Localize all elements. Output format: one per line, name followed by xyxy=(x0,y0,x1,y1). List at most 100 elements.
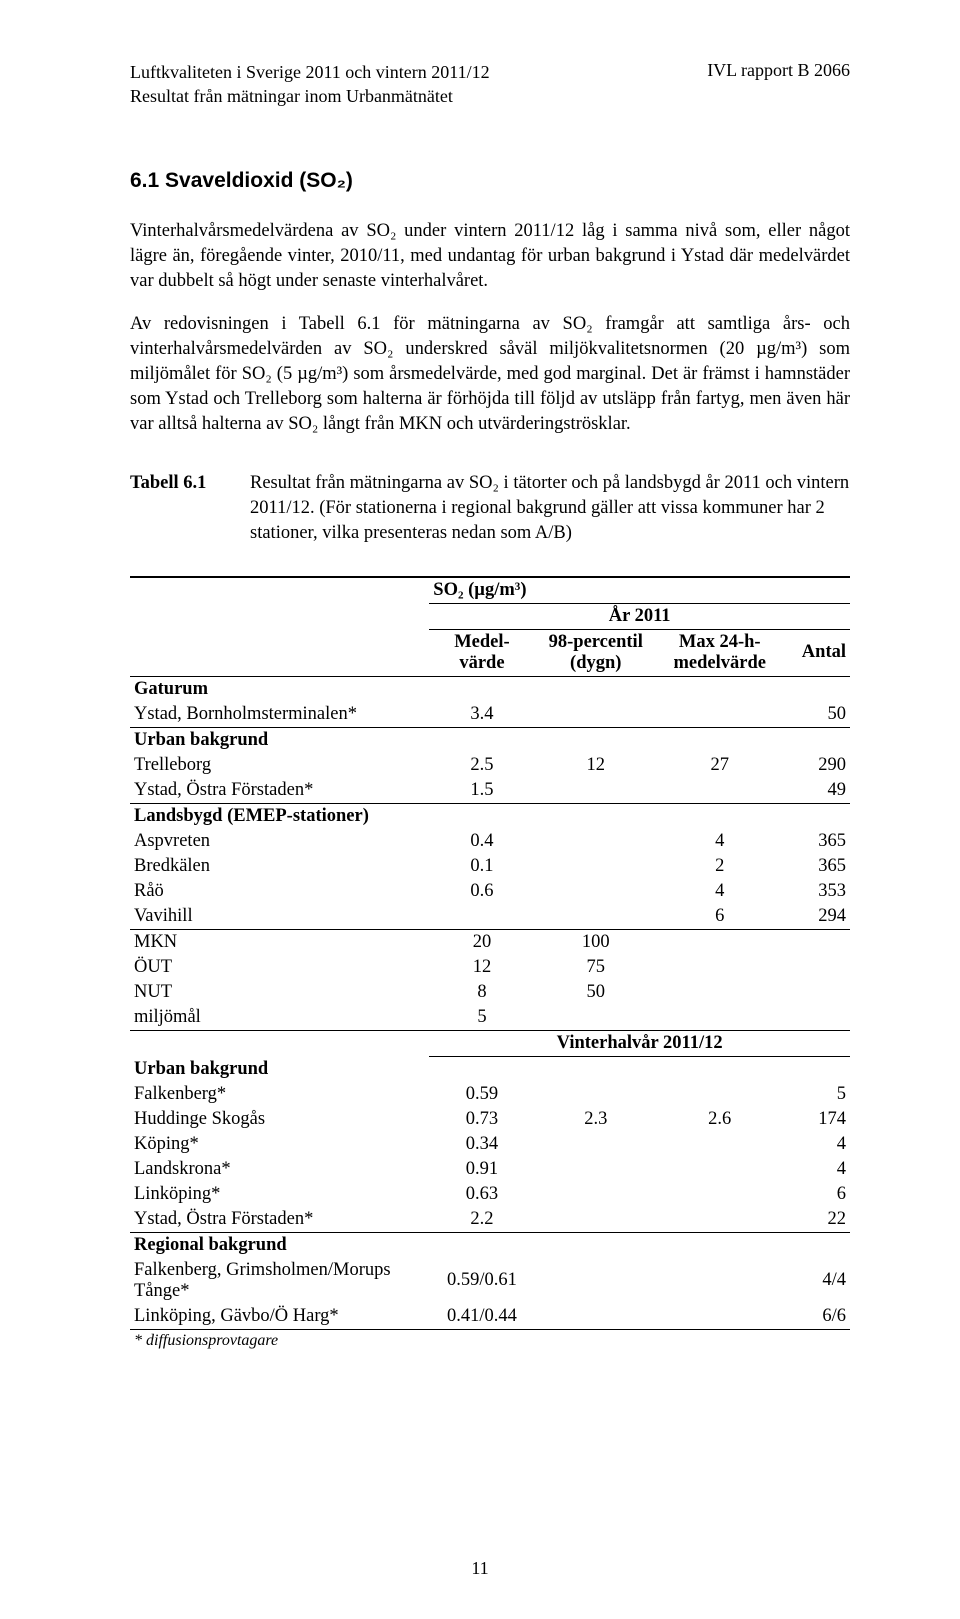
table-cell: Falkenberg* xyxy=(130,1082,429,1107)
table-cell: Vavihill xyxy=(130,904,429,930)
table-cell: Bredkälen xyxy=(130,854,429,879)
table-cell: 0.59 xyxy=(429,1082,534,1107)
table-cell: Gaturum xyxy=(130,676,850,702)
table-cell xyxy=(657,980,783,1005)
table-cell: 6 xyxy=(657,904,783,930)
table-cell: 75 xyxy=(535,955,657,980)
table-cell: 2.5 xyxy=(429,753,534,778)
table-cell xyxy=(657,1207,783,1233)
table-cell: 49 xyxy=(783,778,850,804)
page-number: 11 xyxy=(0,1558,960,1579)
table-cell xyxy=(535,1157,657,1182)
table-cell xyxy=(535,1005,657,1031)
table-cell: 50 xyxy=(535,980,657,1005)
table-cell xyxy=(535,702,657,728)
table-cell: 27 xyxy=(657,753,783,778)
table-cell: 0.73 xyxy=(429,1107,534,1132)
table-cell: 6/6 xyxy=(783,1304,850,1330)
table-cell: Huddinge Skogås xyxy=(130,1107,429,1132)
table-cell: Max 24-h-medelvärde xyxy=(657,629,783,676)
table-cell: 1.5 xyxy=(429,778,534,804)
table-cell: 50 xyxy=(783,702,850,728)
header-left: Luftkvaliteten i Sverige 2011 och vinter… xyxy=(130,60,490,109)
table-cell: 12 xyxy=(429,955,534,980)
table-cell xyxy=(130,603,429,629)
table-cell xyxy=(657,1005,783,1031)
table-cell: 4 xyxy=(657,829,783,854)
table-cell: 4 xyxy=(657,879,783,904)
table-cell: 365 xyxy=(783,829,850,854)
table-cell xyxy=(783,929,850,955)
table-cell: 0.91 xyxy=(429,1157,534,1182)
table-cell xyxy=(657,1082,783,1107)
table-cell: Köping* xyxy=(130,1132,429,1157)
table-cell: 0.34 xyxy=(429,1132,534,1157)
table-cell xyxy=(535,1182,657,1207)
table-cell: 4 xyxy=(783,1132,850,1157)
table-cell: 20 xyxy=(429,929,534,955)
body-para-1: Vinterhalvårsmedelvärdena av SO₂ under v… xyxy=(130,219,850,294)
table-cell xyxy=(130,577,429,604)
table-cell: Trelleborg xyxy=(130,753,429,778)
table-cell: Urban bakgrund xyxy=(130,727,850,753)
table-cell: 0.4 xyxy=(429,829,534,854)
table-cell xyxy=(535,1207,657,1233)
table-cell: 22 xyxy=(783,1207,850,1233)
table-cell: Ystad, Östra Förstaden* xyxy=(130,778,429,804)
table-cell: ÖUT xyxy=(130,955,429,980)
table-cell xyxy=(130,1030,429,1056)
table-cell: 8 xyxy=(429,980,534,1005)
table-cell: 0.41/0.44 xyxy=(429,1304,534,1330)
table-cell xyxy=(657,1304,783,1330)
table-cell xyxy=(535,854,657,879)
table-cell xyxy=(657,1258,783,1304)
table-cell: Medel-värde xyxy=(429,629,534,676)
table-cell xyxy=(429,904,534,930)
table-cell xyxy=(535,778,657,804)
header-title-line1: Luftkvaliteten i Sverige 2011 och vinter… xyxy=(130,62,490,82)
table-cell: Linköping* xyxy=(130,1182,429,1207)
table-cell xyxy=(657,1157,783,1182)
table-cell xyxy=(130,629,429,676)
table-caption-label: Tabell 6.1 xyxy=(130,471,250,546)
header-report: IVL rapport B 2066 xyxy=(707,60,850,81)
table-cell xyxy=(657,1182,783,1207)
table-cell xyxy=(657,929,783,955)
body-para-2: Av redovisningen i Tabell 6.1 för mätnin… xyxy=(130,312,850,437)
table-cell xyxy=(535,1132,657,1157)
table-cell: 5 xyxy=(783,1082,850,1107)
table-cell xyxy=(535,1304,657,1330)
table-cell: * diffusionsprovtagare xyxy=(130,1329,850,1352)
table-cell xyxy=(783,1005,850,1031)
section-title: 6.1 Svaveldioxid (SO₂) xyxy=(130,169,850,193)
table-cell: Linköping, Gävbo/Ö Harg* xyxy=(130,1304,429,1330)
table-cell xyxy=(535,1082,657,1107)
table-cell: 0.1 xyxy=(429,854,534,879)
table-cell: 3.4 xyxy=(429,702,534,728)
table-cell: 4/4 xyxy=(783,1258,850,1304)
table-cell: 100 xyxy=(535,929,657,955)
table-cell xyxy=(783,955,850,980)
table-cell: 4 xyxy=(783,1157,850,1182)
table-cell: Råö xyxy=(130,879,429,904)
table-cell: 5 xyxy=(429,1005,534,1031)
table-cell xyxy=(783,980,850,1005)
table-cell: 0.59/0.61 xyxy=(429,1258,534,1304)
table-cell: 2.3 xyxy=(535,1107,657,1132)
table-cell xyxy=(535,829,657,854)
table-cell: Landsbygd (EMEP-stationer) xyxy=(130,803,850,829)
header-title-line2: Resultat från mätningar inom Urbanmätnät… xyxy=(130,86,453,106)
data-table: SO₂ (µg/m³)År 2011Medel-värde98-percenti… xyxy=(130,576,850,1352)
table-cell: Regional bakgrund xyxy=(130,1232,850,1258)
table-cell: 2.6 xyxy=(657,1107,783,1132)
table-caption: Tabell 6.1 Resultat från mätningarna av … xyxy=(130,471,850,546)
table-cell: Urban bakgrund xyxy=(130,1056,850,1082)
table-cell: Landskrona* xyxy=(130,1157,429,1182)
table-cell: 6 xyxy=(783,1182,850,1207)
table-cell: 0.63 xyxy=(429,1182,534,1207)
table-cell: Ystad, Östra Förstaden* xyxy=(130,1207,429,1233)
table-cell: År 2011 xyxy=(429,603,850,629)
table-cell: 174 xyxy=(783,1107,850,1132)
table-cell: Ystad, Bornholmsterminalen* xyxy=(130,702,429,728)
table-cell xyxy=(657,702,783,728)
